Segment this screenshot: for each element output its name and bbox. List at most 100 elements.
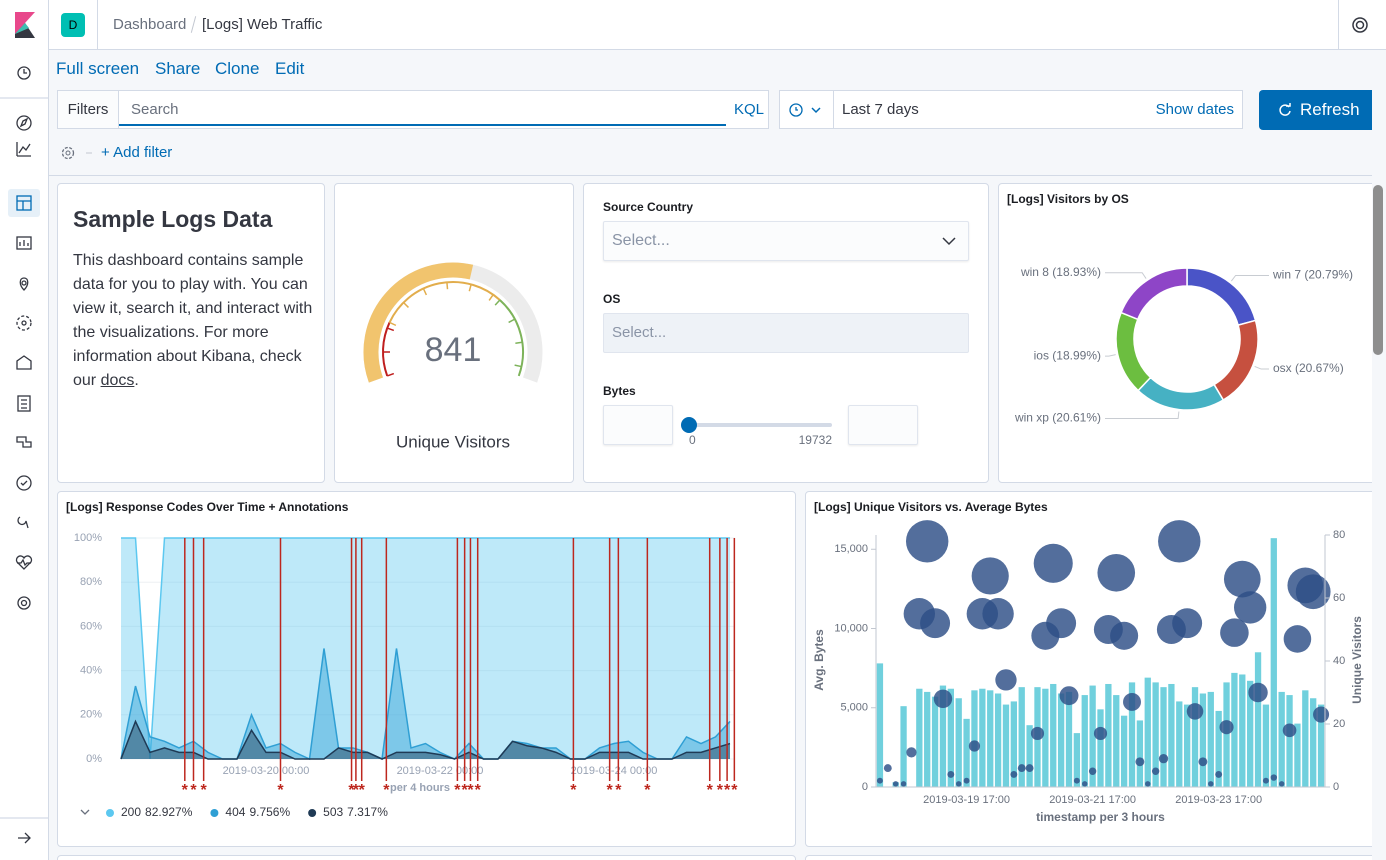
- area: [121, 721, 730, 759]
- bar: [1302, 690, 1309, 787]
- gauge-tick: [422, 288, 428, 296]
- bar: [1050, 683, 1057, 787]
- divider: [833, 91, 834, 128]
- y2-tick-label: 20: [1333, 718, 1345, 730]
- search-input[interactable]: Search: [119, 91, 726, 126]
- point: [883, 764, 892, 773]
- kql-button[interactable]: KQL: [734, 101, 765, 118]
- bar: [1002, 704, 1010, 787]
- point: [1295, 574, 1331, 610]
- scrollbar-thumb[interactable]: [1373, 185, 1383, 355]
- quick-menu[interactable]: [788, 102, 828, 118]
- nav-recent[interactable]: [17, 66, 31, 80]
- leader-line: [1105, 272, 1147, 279]
- point: [1093, 726, 1108, 741]
- legend-share: 82.927%: [145, 805, 193, 819]
- bar: [1317, 704, 1325, 787]
- country-select[interactable]: Select...: [603, 221, 969, 261]
- bar: [1018, 687, 1025, 787]
- pie-slice: [1115, 311, 1152, 392]
- menu-link[interactable]: Full screen: [56, 59, 140, 78]
- point: [955, 781, 962, 787]
- gauge-band: [388, 281, 501, 323]
- menu-link[interactable]: Share: [155, 59, 201, 78]
- legend-label: 404: [225, 805, 245, 819]
- bar: [1215, 710, 1222, 787]
- point: [1233, 591, 1267, 624]
- slider-thumb[interactable]: [681, 417, 697, 433]
- menu-link[interactable]: Edit: [275, 59, 305, 78]
- bar: [1128, 682, 1136, 787]
- nav-ml[interactable]: [16, 315, 32, 331]
- x-tick-label: 2019-03-23 17:00: [1175, 794, 1262, 806]
- bytes-min-input[interactable]: [603, 405, 673, 445]
- nav-infra[interactable]: [16, 355, 32, 370]
- nav-management[interactable]: [17, 596, 31, 610]
- nav-logs[interactable]: [17, 395, 31, 412]
- gauge-tick: [494, 299, 501, 306]
- point: [1097, 553, 1136, 592]
- nav-expand[interactable]: [18, 832, 31, 844]
- bar: [1026, 725, 1033, 787]
- docs-link[interactable]: docs: [100, 372, 135, 389]
- point: [1278, 781, 1285, 787]
- nav-maps[interactable]: [19, 277, 29, 291]
- leader-line: [1105, 411, 1180, 420]
- filters-label: Filters: [58, 91, 119, 128]
- os-select: Select...: [603, 313, 969, 353]
- refresh-button[interactable]: Refresh: [1259, 90, 1381, 130]
- bar: [971, 690, 978, 787]
- y-axis-title: Avg. Bytes: [812, 629, 826, 691]
- time-range[interactable]: Last 7 days: [842, 101, 919, 118]
- bar: [1073, 733, 1081, 787]
- slice-label: win xp (20.61%): [1014, 411, 1101, 425]
- space-avatar[interactable]: D: [61, 13, 85, 37]
- y2-axis-title: Unique Visitors: [1350, 616, 1364, 704]
- nav-dashboard[interactable]: [16, 195, 32, 211]
- bar: [1152, 682, 1159, 787]
- kibana-logo[interactable]: [12, 10, 38, 40]
- nav-monitoring[interactable]: [15, 555, 33, 570]
- nav-devtools[interactable]: [17, 516, 29, 529]
- nav-visualize[interactable]: [16, 142, 31, 157]
- point: [1073, 777, 1080, 784]
- nav-discover[interactable]: [16, 115, 32, 131]
- point: [1172, 608, 1203, 639]
- scrollbar[interactable]: [1372, 50, 1386, 860]
- slice-label: ios (18.99%): [1034, 348, 1101, 362]
- annotation-marker: *: [201, 782, 208, 799]
- filter-settings[interactable]: [60, 145, 96, 161]
- markdown-panel: Sample Logs Data This dashboard contains…: [57, 183, 325, 483]
- add-filter[interactable]: + Add filter: [101, 144, 173, 161]
- bar: [1286, 695, 1293, 787]
- nav-uptime[interactable]: [16, 475, 32, 491]
- gauge-tick: [468, 284, 472, 292]
- nav-canvas[interactable]: [16, 236, 32, 250]
- x-tick-label: 2019-03-20 00:00: [223, 765, 310, 777]
- point: [968, 740, 981, 752]
- point: [1198, 757, 1208, 767]
- bar: [1160, 687, 1167, 787]
- point: [947, 770, 955, 778]
- pie-slice: [1137, 376, 1225, 411]
- pie-slice: [1213, 319, 1259, 402]
- point: [1033, 543, 1073, 583]
- annotation-marker: *: [475, 782, 482, 799]
- bar: [916, 688, 923, 787]
- bar: [1294, 723, 1301, 787]
- breadcrumb[interactable]: Dashboard: [113, 16, 187, 33]
- y-tick-label: 10,000: [834, 622, 868, 634]
- bytes-max-input[interactable]: [848, 405, 918, 445]
- bar: [987, 690, 994, 787]
- divider: [48, 175, 1372, 176]
- divider: [48, 0, 49, 49]
- point: [1110, 621, 1139, 650]
- nav-apm[interactable]: [16, 436, 32, 448]
- annotation-marker: *: [707, 782, 714, 799]
- y-tick-label: 60%: [80, 620, 102, 632]
- x-tick-label: 2019-03-21 17:00: [1049, 794, 1136, 806]
- menu-link[interactable]: Clone: [215, 59, 260, 78]
- show-dates[interactable]: Show dates: [1155, 101, 1234, 118]
- help-icon[interactable]: [1351, 16, 1369, 34]
